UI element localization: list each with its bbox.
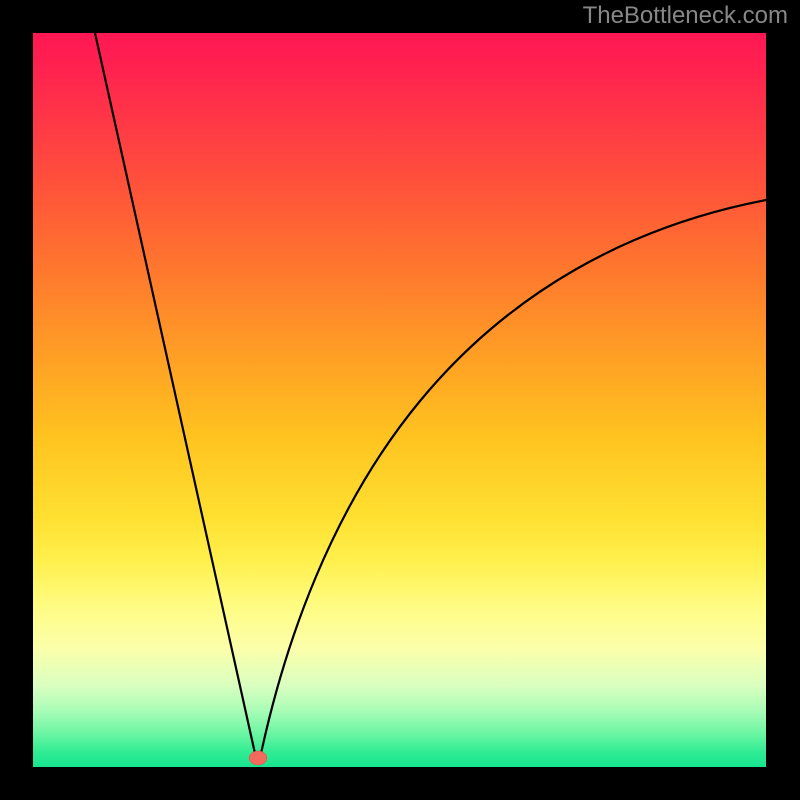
chart-svg bbox=[0, 0, 800, 800]
chart-container: TheBottleneck.com bbox=[0, 0, 800, 800]
bottleneck-marker bbox=[249, 751, 267, 765]
plot-area bbox=[33, 33, 766, 767]
watermark-text: TheBottleneck.com bbox=[583, 2, 788, 30]
